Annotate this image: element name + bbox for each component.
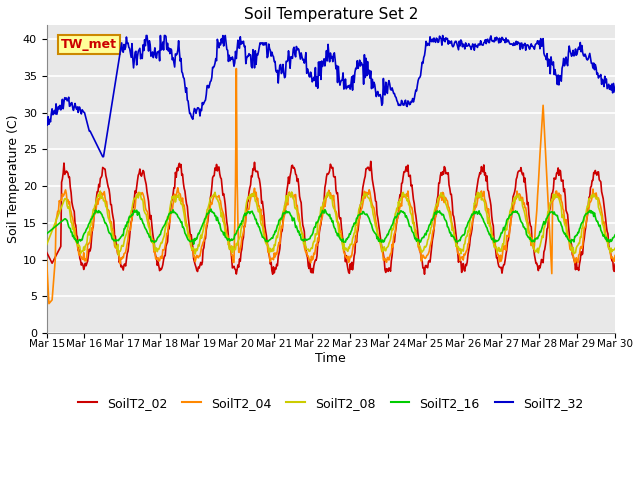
Text: TW_met: TW_met — [61, 37, 116, 50]
Title: Soil Temperature Set 2: Soil Temperature Set 2 — [244, 7, 418, 22]
Legend: SoilT2_02, SoilT2_04, SoilT2_08, SoilT2_16, SoilT2_32: SoilT2_02, SoilT2_04, SoilT2_08, SoilT2_… — [73, 392, 589, 415]
X-axis label: Time: Time — [316, 352, 346, 365]
Y-axis label: Soil Temperature (C): Soil Temperature (C) — [7, 115, 20, 243]
